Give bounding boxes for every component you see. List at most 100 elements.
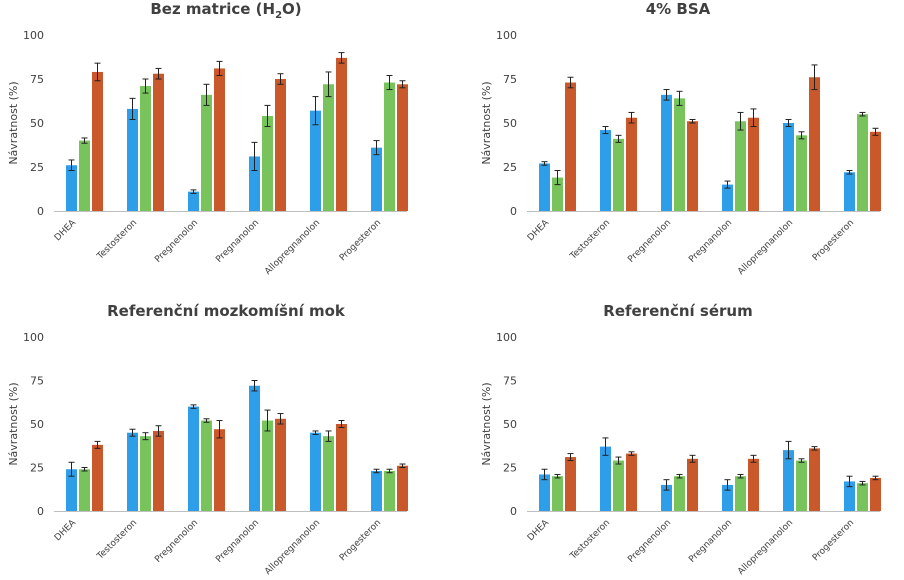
bar: [600, 446, 611, 511]
chart-title: 4% BSA: [452, 0, 904, 18]
bar: [613, 460, 624, 511]
bar: [783, 450, 794, 511]
title-main: 4% BSA: [645, 0, 711, 18]
bar: [188, 191, 199, 211]
bar: [809, 77, 820, 212]
x-tick-label: Allopregnanolon: [736, 218, 795, 277]
bar: [552, 476, 563, 511]
bar: [140, 86, 151, 211]
bar: [748, 458, 759, 511]
chart-panel-h2o: Bez matrice (H2O) Návratnost (%) 0 25 50 75 1…: [0, 0, 452, 290]
bar: [748, 117, 759, 211]
x-tick-label: Testosteron: [568, 518, 612, 562]
bar: [153, 73, 164, 211]
x-tick-label: DHEA: [526, 217, 552, 243]
bar: [687, 458, 698, 511]
chart-title: Referenční mozkomíšní mok: [0, 302, 452, 320]
y-tick-label: 50: [503, 117, 517, 130]
bar: [552, 177, 563, 211]
y-axis-label: Návratnost (%): [480, 382, 493, 465]
bar: [66, 165, 77, 211]
bar: [565, 457, 576, 511]
x-tick-label: DHEA: [53, 517, 79, 543]
bar-chart: Návratnost (%) 0 25 50 75 100 DHEA Testosteron P…: [480, 331, 881, 577]
y-tick-label: 75: [30, 375, 44, 388]
bar: [323, 436, 334, 511]
bar: [844, 172, 855, 211]
bar: [214, 68, 225, 211]
title-end: O): [282, 0, 302, 18]
y-tick-label: 0: [510, 205, 517, 218]
bar: [66, 469, 77, 511]
bar: [687, 121, 698, 211]
title-main: Referenční sérum: [603, 302, 753, 320]
bar: [870, 131, 881, 211]
y-tick-label: 75: [503, 73, 517, 86]
y-tick-label: 50: [503, 418, 517, 431]
bar: [140, 436, 151, 511]
bar: [92, 444, 103, 511]
x-tick-label: Testosteron: [95, 518, 139, 562]
x-tick-label: Testosteron: [568, 218, 612, 262]
y-tick-label: 75: [503, 375, 517, 388]
y-tick-label: 75: [30, 73, 44, 86]
bar: [153, 430, 164, 511]
y-tick-label: 25: [30, 462, 44, 475]
title-subscript: 2: [275, 10, 283, 21]
bar: [661, 94, 672, 211]
bar: [310, 110, 321, 211]
y-tick-label: 50: [30, 418, 44, 431]
y-tick-label: 0: [510, 505, 517, 518]
bar: [201, 420, 212, 511]
chart-title: Referenční sérum: [452, 302, 904, 320]
bar: [336, 57, 347, 211]
bar: [674, 98, 685, 211]
x-tick-label: DHEA: [526, 517, 552, 543]
bar: [565, 82, 576, 212]
bar: [735, 476, 746, 511]
x-tick-label: Pregnenolon: [626, 518, 673, 565]
y-tick-label: 0: [37, 505, 44, 518]
bar-chart: Návratnost (%) 0 25 50 75 100 DHEA Testosteron P…: [480, 29, 881, 277]
bar: [249, 156, 260, 211]
x-tick-label: Progesteron: [811, 218, 856, 263]
x-tick-label: Pregnenolon: [626, 218, 673, 265]
x-tick-label: Pregnenolon: [153, 218, 200, 265]
chart-title: Bez matrice (H2O): [0, 0, 452, 21]
bar: [275, 79, 286, 211]
y-tick-label: 100: [496, 331, 517, 344]
chart-panel-csf: Referenční mozkomíšní mok Návratnost (%)…: [0, 290, 452, 580]
x-tick-label: DHEA: [53, 217, 79, 243]
bar: [214, 429, 225, 511]
bar: [310, 432, 321, 511]
bar: [127, 432, 138, 511]
chart-panel-bsa: 4% BSA Návratnost (%) 0 25 50 75 100 DHEA Testo…: [452, 0, 904, 290]
bar: [809, 448, 820, 511]
bar: [384, 470, 395, 511]
bar: [722, 184, 733, 211]
bar: [249, 385, 260, 511]
bar: [262, 420, 273, 511]
x-tick-label: Pregnanolon: [214, 518, 261, 565]
bar: [857, 114, 868, 211]
bar: [735, 121, 746, 211]
bar: [79, 469, 90, 511]
bar: [600, 130, 611, 211]
bar: [783, 123, 794, 211]
x-tick-label: Pregnanolon: [687, 518, 734, 565]
y-tick-label: 25: [503, 462, 517, 475]
x-tick-label: Allopregnanolon: [736, 518, 795, 577]
bar: [626, 117, 637, 211]
x-tick-label: Progesteron: [338, 518, 383, 563]
bar: [722, 484, 733, 511]
bar: [201, 94, 212, 211]
y-tick-label: 0: [37, 205, 44, 218]
bar: [275, 418, 286, 511]
bar: [323, 84, 334, 211]
bar: [674, 476, 685, 511]
bar: [371, 470, 382, 511]
y-tick-label: 50: [30, 117, 44, 130]
x-tick-label: Allopregnanolon: [263, 218, 322, 277]
x-tick-label: Progesteron: [811, 518, 856, 563]
bar: [626, 453, 637, 511]
